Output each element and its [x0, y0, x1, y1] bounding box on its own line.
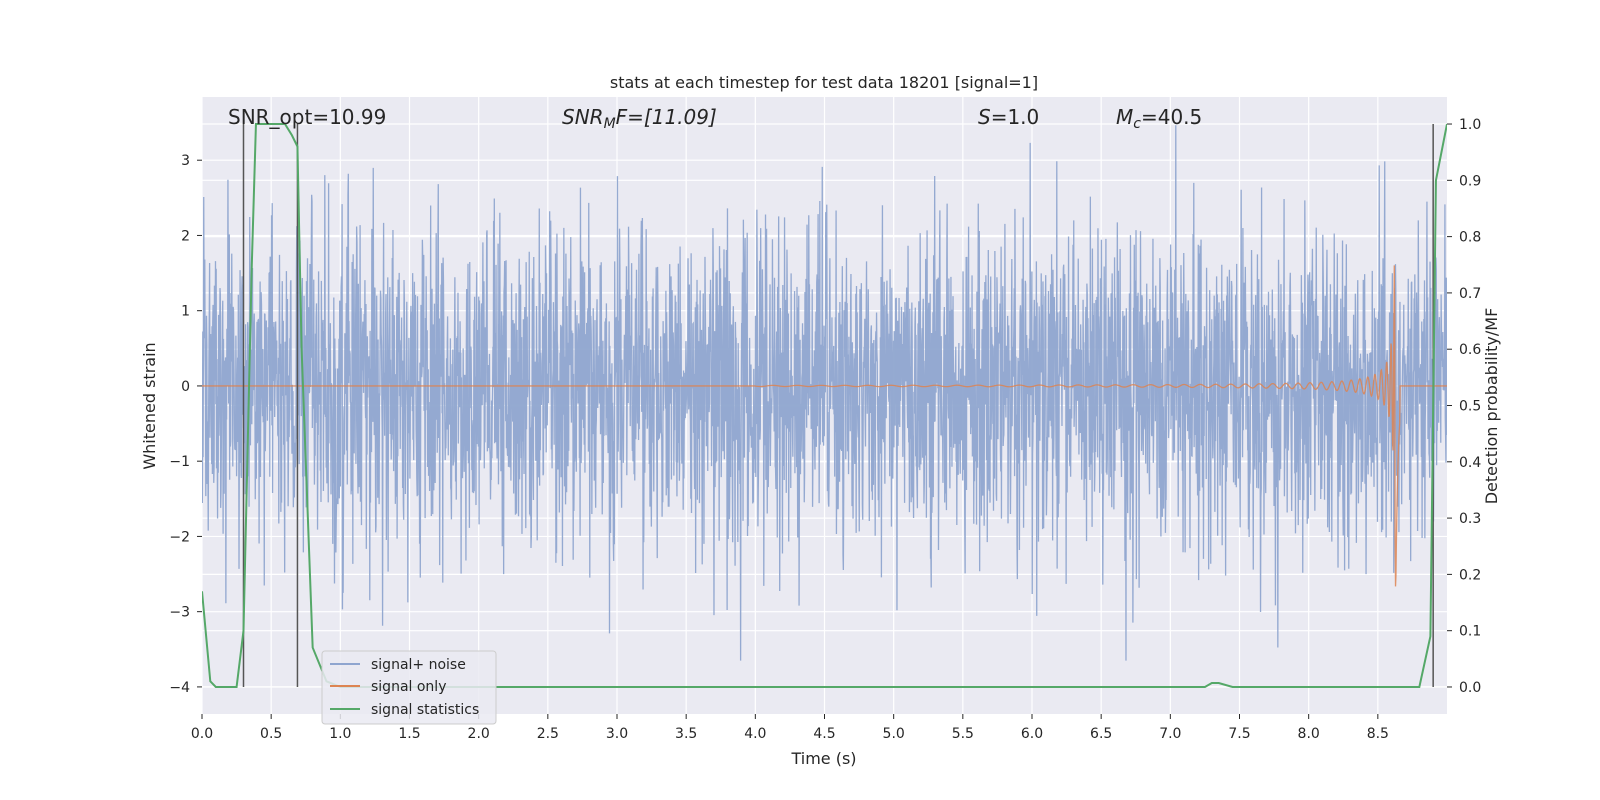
annotation-s-main: S: [978, 105, 991, 129]
x-tick-label: 4.5: [813, 726, 835, 742]
noise-line: [202, 125, 1447, 661]
x-tick-label: 8.5: [1367, 726, 1389, 742]
stats-line: [202, 123, 1447, 688]
legend: signal+ noise signal only signal statist…: [321, 650, 497, 725]
y-tick-label-left: −1: [169, 454, 190, 470]
signal-only-series: [202, 265, 1447, 587]
y-tick-label-left: 3: [181, 153, 190, 169]
signal-line: [202, 265, 1447, 587]
x-tick-label: 6.0: [1021, 726, 1043, 742]
y-tick-label-left: −4: [169, 680, 190, 696]
legend-label-signal: signal only: [371, 679, 446, 695]
x-tick-label: 7.5: [1228, 726, 1250, 742]
annotation-s-rest: =1.0: [991, 105, 1040, 129]
legend-label-stats: signal statistics: [371, 702, 479, 718]
x-tick-label: 2.0: [468, 726, 490, 742]
x-tick-label: 2.5: [537, 726, 559, 742]
x-tick-label: 7.0: [1159, 726, 1181, 742]
annotation-snr-mf: SNRMF=[11.09]: [562, 105, 717, 132]
y-tick-label-right: 0.6: [1459, 342, 1481, 358]
annotation-mc-rest: =40.5: [1141, 105, 1202, 129]
x-tick-label: 3.5: [675, 726, 697, 742]
annotation-snr-opt: SNR_opt=10.99: [228, 105, 386, 129]
y-tick-label-left: 0: [181, 379, 190, 395]
y-tick-label-right: 0.0: [1459, 680, 1481, 696]
y-tick-label-left: 2: [181, 228, 190, 244]
x-tick-label: 0.5: [260, 726, 282, 742]
y-tick-label-right: 0.9: [1459, 173, 1481, 189]
x-tick-label: 5.0: [883, 726, 905, 742]
x-tick-label: 3.0: [606, 726, 628, 742]
y-tick-label-right: 0.4: [1459, 455, 1481, 471]
x-tick-label: 6.5: [1090, 726, 1112, 742]
y-tick-label-left: −2: [169, 529, 190, 545]
legend-label-noise: signal+ noise: [371, 657, 466, 673]
annotation-mc-sub: c: [1133, 116, 1141, 132]
y-ticks-right: 1.0 0.9 0.8 0.7 0.6 0.5 0.4 0.3 0.2 0.1 0.0: [1447, 117, 1481, 696]
chart-title: stats at each timestep for test data 182…: [610, 73, 1038, 92]
y-tick-label-right: 0.1: [1459, 624, 1481, 640]
y-tick-label-right: 0.5: [1459, 399, 1481, 415]
y-axis-label-right: Detection probability/MF: [1482, 308, 1501, 505]
annotation-snr-mf-rest: F=[11.09]: [616, 105, 717, 129]
x-tick-label: 0.0: [191, 726, 213, 742]
x-tick-label: 4.0: [744, 726, 766, 742]
x-tick-label: 5.5: [952, 726, 974, 742]
y-tick-label-right: 0.2: [1459, 567, 1481, 583]
y-tick-label-right: 0.7: [1459, 286, 1481, 302]
y-tick-label-right: 1.0: [1459, 117, 1481, 133]
x-tick-label: 1.0: [329, 726, 351, 742]
y-tick-label-right: 0.3: [1459, 511, 1481, 527]
annotation-snr-mf-sub: M: [604, 116, 616, 132]
y-axis-label-left: Whitened strain: [140, 342, 159, 469]
legend-box: [321, 650, 497, 725]
x-axis-label: Time (s): [790, 749, 856, 768]
signal-noise-series: [202, 125, 1447, 661]
x-ticks: 0.0 0.5 1.0 1.5 2.0 2.5 3.0 3.5 4.0 4.5 5.0 5.5 6.0 6…: [191, 714, 1389, 742]
y-tick-label-right: 0.8: [1459, 230, 1481, 246]
annotation-mc-main: M: [1116, 105, 1133, 129]
signal-statistics-series: [202, 123, 1447, 688]
x-tick-label: 1.5: [398, 726, 420, 742]
y-tick-label-left: 1: [181, 304, 190, 320]
annotation-mc: Mc=40.5: [1116, 105, 1202, 132]
annotation-snr-mf-main: SNR: [562, 105, 604, 129]
x-tick-label: 8.0: [1298, 726, 1320, 742]
y-tick-label-left: −3: [169, 605, 190, 621]
y-ticks-left: 3 2 1 0 −1 −2 −3 −4: [169, 153, 202, 696]
annotation-s: S=1.0: [978, 105, 1039, 129]
